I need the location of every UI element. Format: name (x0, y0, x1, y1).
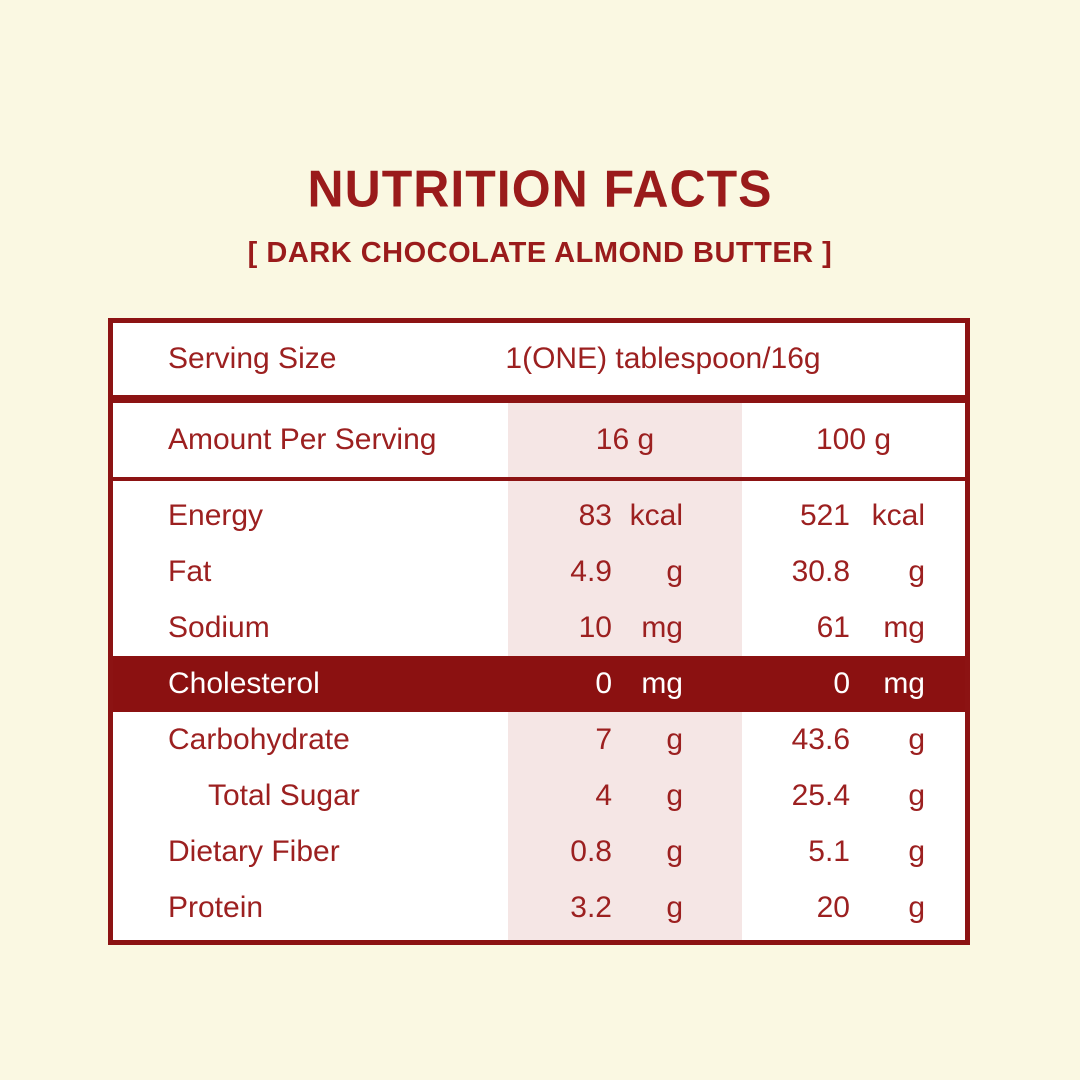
unit-per-16g: mg (641, 611, 683, 644)
unit-per-16g: mg (641, 667, 683, 700)
value-per-16g: 4 (595, 779, 612, 812)
value-per-100g: 5.1 (808, 835, 850, 868)
unit-per-16g: kcal (629, 499, 683, 532)
value-per-16g: 3.2 (570, 891, 612, 924)
unit-per-100g: g (908, 555, 925, 588)
thick-divider (113, 395, 965, 403)
value-per-16g: 10 (578, 611, 612, 644)
nutrient-label: Total Sugar (208, 779, 360, 812)
value-per-16g: 83 (578, 499, 612, 532)
product-name-subtitle: [ DARK CHOCOLATE ALMOND BUTTER ] (247, 237, 833, 269)
value-per-100g: 61 (816, 611, 850, 644)
nutrient-label: Protein (168, 891, 264, 924)
value-per-100g: 30.8 (791, 555, 850, 588)
thin-divider (113, 477, 965, 481)
value-per-100g: 20 (816, 891, 850, 924)
unit-per-16g: g (666, 555, 683, 588)
value-per-16g: 0 (595, 667, 612, 700)
serving-size-label: Serving Size (168, 342, 337, 375)
column-header-16g: 16 g (595, 423, 655, 456)
value-per-16g: 7 (595, 723, 612, 756)
table-row-cholesterol: Cholesterol 0 mg 0 mg (113, 656, 965, 712)
table-row-sodium: Sodium 10 mg 61 mg (113, 600, 965, 656)
table-inner: Serving Size 1(ONE) tablespoon/16g Amoun… (113, 323, 965, 940)
nutrient-rows: Energy 83 kcal 521 kcal Fat 4.9 g 30.8 g (113, 481, 965, 936)
unit-per-100g: kcal (871, 499, 925, 532)
unit-per-16g: g (666, 723, 683, 756)
nutrient-label: Energy (168, 499, 264, 532)
unit-per-100g: g (908, 835, 925, 868)
unit-per-100g: g (908, 891, 925, 924)
value-per-100g: 521 (799, 499, 850, 532)
nutrient-label: Carbohydrate (168, 723, 350, 756)
column-header-row: Amount Per Serving 16 g 100 g (113, 403, 965, 477)
table-row-dietary-fiber: Dietary Fiber 0.8 g 5.1 g (113, 824, 965, 880)
serving-size-value: 1(ONE) tablespoon/16g (505, 342, 821, 375)
value-per-100g: 43.6 (791, 723, 850, 756)
unit-per-100g: mg (883, 611, 925, 644)
table-row-protein: Protein 3.2 g 20 g (113, 880, 965, 936)
nutrient-label: Dietary Fiber (168, 835, 340, 868)
nutrient-label: Sodium (168, 611, 270, 644)
amount-per-serving-label: Amount Per Serving (168, 423, 437, 456)
table-row-total-sugar: Total Sugar 4 g 25.4 g (113, 768, 965, 824)
unit-per-100g: g (908, 779, 925, 812)
table-row-energy: Energy 83 kcal 521 kcal (113, 488, 965, 544)
table-row-fat: Fat 4.9 g 30.8 g (113, 544, 965, 600)
unit-per-100g: mg (883, 667, 925, 700)
table-row-carbohydrate: Carbohydrate 7 g 43.6 g (113, 712, 965, 768)
value-per-100g: 0 (833, 667, 850, 700)
serving-size-row: Serving Size 1(ONE) tablespoon/16g (113, 323, 965, 395)
column-header-100g: 100 g (815, 423, 892, 456)
value-per-16g: 0.8 (570, 835, 612, 868)
value-per-16g: 4.9 (570, 555, 612, 588)
unit-per-100g: g (908, 723, 925, 756)
nutrition-facts-table: Serving Size 1(ONE) tablespoon/16g Amoun… (108, 318, 970, 945)
nutrient-label: Fat (168, 555, 212, 588)
unit-per-16g: g (666, 835, 683, 868)
nutrient-label: Cholesterol (168, 667, 320, 700)
value-per-100g: 25.4 (791, 779, 850, 812)
page-title: NUTRITION FACTS (307, 159, 773, 219)
unit-per-16g: g (666, 891, 683, 924)
unit-per-16g: g (666, 779, 683, 812)
